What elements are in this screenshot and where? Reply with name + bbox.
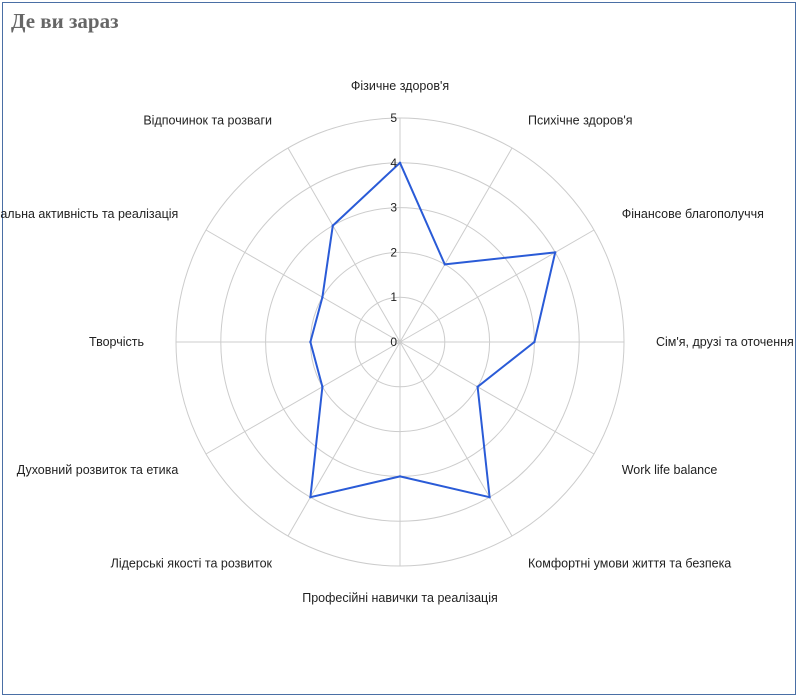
axis-label: Фізичне здоров'я bbox=[351, 79, 449, 93]
data-point bbox=[331, 224, 334, 227]
radar-spoke bbox=[399, 229, 595, 343]
data-point bbox=[309, 340, 312, 344]
tick-label: 3 bbox=[390, 201, 397, 215]
radar-spoke bbox=[399, 341, 513, 537]
axis-label: Професійні навички та реалізація bbox=[302, 591, 498, 605]
axis-label: Психічне здоров'я bbox=[528, 113, 633, 127]
data-point bbox=[476, 385, 479, 388]
axis-label: Відпочинок та розваги bbox=[143, 113, 272, 127]
tick-label: 1 bbox=[390, 290, 397, 304]
tick-label: 4 bbox=[390, 156, 397, 170]
data-point bbox=[533, 340, 536, 344]
radar-spoke bbox=[399, 341, 595, 455]
radar-series bbox=[309, 161, 557, 499]
radar-spoke bbox=[287, 341, 401, 537]
tick-label: 0 bbox=[390, 335, 397, 349]
axis-label: Лідерські якості та розвиток bbox=[111, 557, 273, 571]
axis-label: Соціальна активність та реалізація bbox=[0, 207, 178, 221]
radar-spoke bbox=[205, 229, 401, 343]
data-point bbox=[321, 385, 324, 388]
axis-label: Фінансове благополуччя bbox=[622, 207, 764, 221]
series-line bbox=[309, 161, 557, 499]
axis-label: Сім'я, друзі та оточення bbox=[656, 335, 794, 349]
data-point bbox=[398, 475, 402, 478]
data-point bbox=[553, 251, 557, 254]
data-point bbox=[488, 495, 491, 499]
radar-axis-labels: Фізичне здоров'я Психічне здоров'я Фінансо… bbox=[0, 79, 794, 605]
radar-spoke bbox=[287, 147, 401, 343]
tick-label: 5 bbox=[390, 111, 397, 125]
data-point bbox=[443, 263, 446, 266]
axis-label: Творчість bbox=[89, 335, 144, 349]
tick-label: 2 bbox=[390, 245, 397, 259]
axis-label: Work life balance bbox=[622, 463, 718, 477]
radar-tick-labels: 0 1 2 3 4 5 bbox=[390, 111, 397, 349]
data-point bbox=[398, 161, 402, 164]
data-point bbox=[309, 495, 312, 499]
axis-label: Духовний розвиток та етика bbox=[17, 463, 179, 477]
radar-spoke bbox=[399, 147, 513, 343]
radar-spokes bbox=[176, 118, 624, 566]
chart-title: Де ви зараз bbox=[11, 9, 119, 33]
data-point bbox=[321, 296, 324, 299]
radar-spoke bbox=[205, 341, 401, 455]
axis-label: Комфортні умови життя та безпека bbox=[528, 557, 731, 571]
